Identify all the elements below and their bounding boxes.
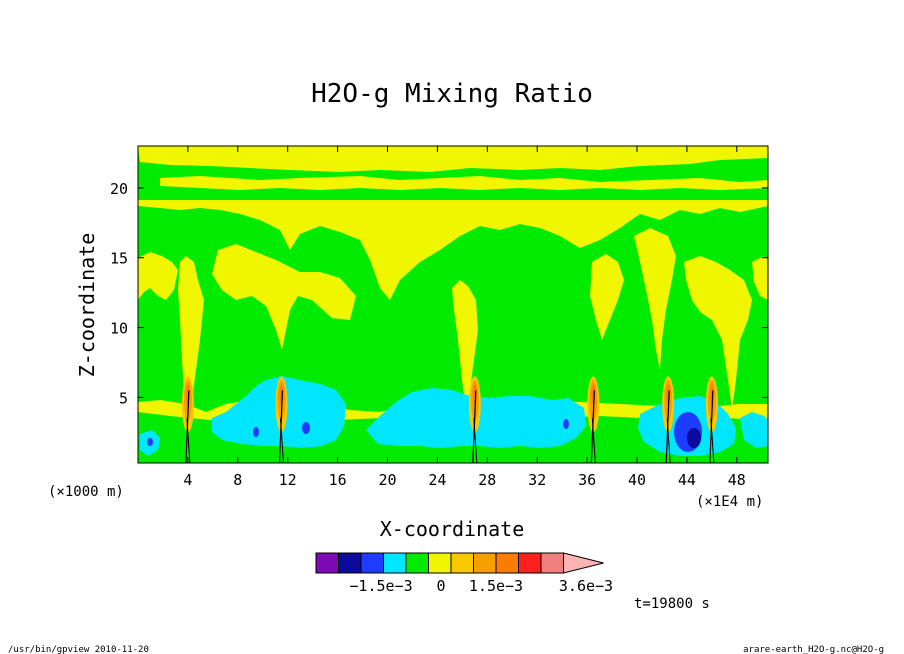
colorbar-swatch bbox=[473, 552, 497, 574]
blue-spot bbox=[563, 419, 569, 429]
colorbar-swatch bbox=[360, 552, 384, 574]
upper-yellow-plume bbox=[634, 228, 676, 370]
upper-yellow-band bbox=[138, 200, 768, 300]
footer-left: /usr/bin/gpview 2010-11-20 bbox=[8, 645, 149, 654]
upper-moist-region bbox=[138, 146, 768, 418]
colorbar-swatch bbox=[450, 552, 474, 574]
y-tick-label: 10 bbox=[110, 320, 128, 338]
x-axis-label: X-coordinate bbox=[380, 517, 525, 541]
x-tick-label: 16 bbox=[329, 471, 347, 489]
colorbar-label: 0 bbox=[436, 577, 445, 595]
y-tick-label: 20 bbox=[110, 180, 128, 198]
chart-title: H2O-g Mixing Ratio bbox=[311, 79, 593, 109]
upper-yellow-plume bbox=[590, 254, 624, 340]
plot-frame bbox=[137, 145, 769, 464]
x-axis: 4 8 12 16 20 24 28 32 36 40 44 48 bbox=[183, 146, 746, 489]
colorbar-label: −1.5e−3 bbox=[349, 577, 412, 595]
colorbar-label: 3.6e−3 bbox=[559, 577, 613, 595]
y-axis-label: Z-coordinate bbox=[75, 233, 99, 378]
colorbar-swatch bbox=[540, 552, 564, 574]
colorbar-swatch bbox=[495, 552, 519, 574]
x-tick-label: 40 bbox=[628, 471, 646, 489]
colorbar-swatch bbox=[338, 552, 362, 574]
x-tick-label: 20 bbox=[378, 471, 396, 489]
upper-yellow-plume bbox=[212, 244, 356, 350]
plot-area bbox=[138, 146, 768, 463]
colorbar-swatch bbox=[405, 552, 429, 574]
x-unit-right: (×1E4 m) bbox=[696, 494, 763, 510]
cyan-patch bbox=[740, 412, 768, 448]
blue-spot bbox=[687, 428, 701, 448]
blue-spot bbox=[302, 422, 310, 434]
colorbar-swatch bbox=[383, 552, 407, 574]
blue-spot bbox=[147, 438, 153, 446]
upper-yellow-plume bbox=[684, 256, 752, 410]
column-contour bbox=[186, 418, 191, 463]
footer-right: arare-earth_H2O-g.nc@H2O-g bbox=[743, 645, 884, 654]
colorbar-arrow bbox=[563, 552, 604, 574]
upper-yellow-plume bbox=[138, 252, 178, 300]
column-contour bbox=[710, 418, 715, 463]
x-tick-label: 8 bbox=[233, 471, 242, 489]
upper-yellow-band bbox=[138, 146, 768, 172]
colorbar-swatch bbox=[428, 552, 452, 574]
upper-yellow-plume bbox=[752, 256, 768, 300]
colorbar-label: 1.5e−3 bbox=[469, 577, 523, 595]
x-unit-left: (×1000 m) bbox=[48, 484, 124, 500]
upper-yellow-band bbox=[160, 176, 768, 190]
colorbar-labels: −1.5e−3 0 1.5e−3 3.6e−3 bbox=[349, 577, 613, 595]
time-label: t=19800 s bbox=[634, 596, 710, 612]
upper-yellow-plume bbox=[452, 280, 478, 410]
column-contour bbox=[473, 418, 478, 463]
y-tick-label: 5 bbox=[119, 389, 128, 407]
x-tick-label: 36 bbox=[578, 471, 596, 489]
colorbar bbox=[315, 552, 604, 574]
column-contour bbox=[666, 418, 671, 463]
y-axis: 5 10 15 20 bbox=[110, 180, 768, 407]
colorbar-swatch bbox=[315, 552, 339, 574]
y-tick-label: 15 bbox=[110, 250, 128, 268]
upper-yellow-plume bbox=[178, 256, 204, 418]
convective-columns bbox=[181, 376, 718, 463]
column-contour bbox=[591, 418, 596, 463]
x-tick-label: 32 bbox=[528, 471, 546, 489]
column-contour bbox=[279, 418, 284, 463]
x-tick-label: 4 bbox=[183, 471, 192, 489]
x-tick-label: 24 bbox=[428, 471, 446, 489]
x-tick-label: 12 bbox=[279, 471, 297, 489]
blue-spot bbox=[253, 427, 259, 437]
x-tick-label: 44 bbox=[678, 471, 696, 489]
x-tick-label: 28 bbox=[478, 471, 496, 489]
colorbar-swatch bbox=[518, 552, 542, 574]
x-tick-label: 48 bbox=[728, 471, 746, 489]
